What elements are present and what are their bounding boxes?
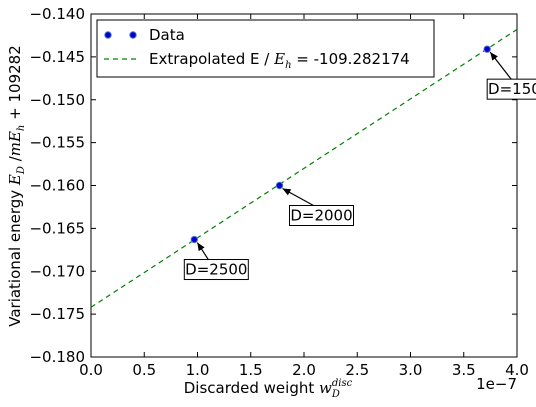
annotation-label: D=2500: [185, 261, 247, 279]
x-axis-label: Discarded weight wDdisc: [184, 378, 353, 400]
x-tick-label: 1.5: [239, 361, 263, 379]
annotation-label: D=2000: [290, 207, 352, 225]
annotation-arrowhead: [282, 188, 292, 196]
data-point: [190, 235, 199, 244]
legend-box: [96, 19, 435, 78]
legend-label-data: Data: [149, 26, 185, 44]
y-axis-ticks: −0.140 −0.145 −0.150 −0.155 −0.160 −0.165 −0.1…: [29, 5, 517, 366]
x-tick-label: 2.5: [345, 361, 369, 379]
annotation-box: [289, 205, 355, 226]
annotation-arrowhead: [197, 242, 205, 252]
data-point: [483, 45, 491, 53]
legend: Data Extrapolated E / Eh = -109.282174: [96, 19, 435, 78]
y-tick-label: −0.145: [29, 48, 85, 66]
annotation-arrowhead: [490, 52, 498, 61]
y-tick-label: −0.160: [29, 177, 85, 195]
y-axis-label: Variational energy ED /mEh + 109282: [6, 45, 27, 327]
y-tick-label: −0.175: [29, 305, 85, 323]
annotations: D=2500 D=2000 D=1500: [183, 51, 536, 281]
y-tick-label: −0.150: [29, 91, 85, 109]
x-tick-label: 1.0: [186, 361, 210, 379]
annotation-box: [486, 78, 536, 100]
x-tick-label: 3.0: [399, 361, 423, 379]
x-offset-text: 1e−7: [476, 375, 517, 393]
y-tick-label: −0.165: [29, 219, 85, 237]
legend-marker-data: [104, 31, 137, 39]
y-tick-label: −0.140: [29, 5, 85, 23]
legend-label-fit: Extrapolated E / Eh = -109.282174: [149, 50, 410, 71]
y-tick-label: −0.170: [29, 262, 85, 280]
series-extrapolated-line: [90, 28, 518, 308]
x-tick-label: 0.0: [79, 361, 103, 379]
x-tick-label: 3.5: [452, 361, 476, 379]
x-axis-ticks: 0.0 0.5 1.0 1.5 2.0 2.5 3.0 3.5 4.0: [79, 14, 529, 379]
y-tick-label: −0.180: [29, 348, 85, 366]
annotation-label: D=1500: [488, 80, 536, 98]
data-points: [190, 45, 491, 244]
y-tick-label: −0.155: [29, 134, 85, 152]
data-point: [275, 181, 284, 190]
x-tick-label: 0.5: [132, 361, 156, 379]
x-tick-label: 2.0: [292, 361, 316, 379]
annotation-box: [183, 259, 249, 281]
x-tick-label: 4.0: [505, 361, 529, 379]
